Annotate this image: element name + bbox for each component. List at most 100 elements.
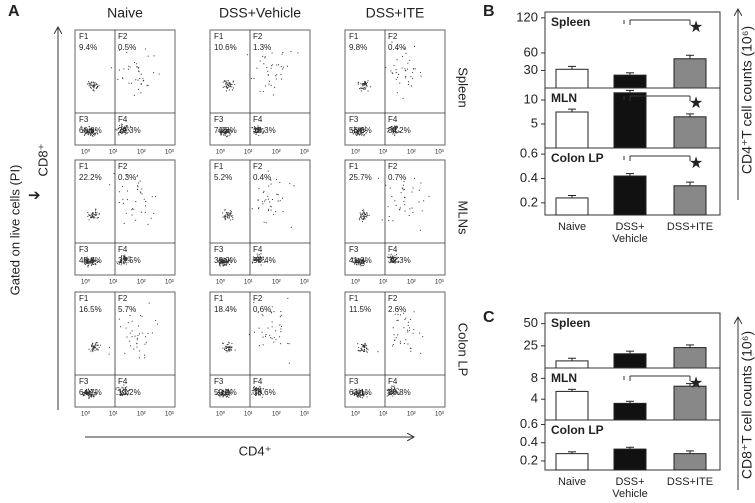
dot bbox=[388, 129, 390, 131]
dot bbox=[360, 394, 362, 396]
dot bbox=[363, 84, 365, 86]
dot bbox=[357, 83, 359, 85]
dot bbox=[229, 134, 231, 136]
dot bbox=[89, 391, 91, 393]
dot bbox=[386, 389, 388, 391]
dot bbox=[358, 262, 360, 264]
dot bbox=[217, 394, 219, 396]
dot bbox=[87, 391, 89, 393]
dot bbox=[86, 131, 88, 133]
dot bbox=[354, 260, 356, 262]
dot bbox=[287, 342, 289, 344]
dot bbox=[365, 83, 367, 85]
dot bbox=[355, 259, 357, 261]
dot bbox=[219, 261, 221, 263]
dot bbox=[138, 71, 140, 73]
quadrant-percent: 22.2% bbox=[79, 173, 102, 182]
quadrant-percent: 23.8% bbox=[388, 388, 411, 397]
dot bbox=[259, 257, 261, 259]
dot bbox=[358, 392, 360, 394]
dot bbox=[355, 261, 357, 263]
dot bbox=[226, 132, 228, 134]
dot bbox=[88, 389, 90, 391]
dot bbox=[360, 260, 362, 262]
axis-tick: 10¹ bbox=[379, 150, 388, 156]
flow-plot bbox=[74, 29, 176, 146]
dot bbox=[399, 343, 401, 345]
dot bbox=[153, 72, 155, 74]
dot bbox=[225, 394, 227, 396]
dot bbox=[251, 261, 253, 263]
dot bbox=[124, 393, 126, 395]
dot bbox=[362, 215, 364, 217]
dot bbox=[87, 392, 89, 394]
dot bbox=[364, 218, 366, 220]
dot bbox=[392, 131, 394, 133]
quadrant-percent: 32.5% bbox=[118, 256, 141, 265]
dot bbox=[91, 349, 93, 351]
dot bbox=[224, 219, 226, 221]
dot bbox=[361, 349, 363, 351]
dot bbox=[90, 133, 92, 135]
dot bbox=[224, 258, 226, 260]
dot bbox=[121, 260, 123, 262]
dot bbox=[119, 391, 121, 393]
dot bbox=[137, 70, 139, 72]
dot bbox=[137, 67, 139, 69]
y-tick-label: 0.2 bbox=[520, 452, 538, 467]
dot bbox=[362, 261, 364, 263]
dot bbox=[360, 129, 362, 131]
dot bbox=[255, 259, 257, 261]
dot bbox=[229, 129, 231, 131]
dot bbox=[389, 394, 391, 396]
dot bbox=[224, 258, 226, 260]
dot bbox=[227, 129, 229, 131]
dot bbox=[229, 82, 231, 84]
dot bbox=[359, 127, 361, 129]
x-tick-label: Naive bbox=[557, 221, 587, 233]
quadrant-name: F1 bbox=[349, 162, 359, 171]
dot bbox=[93, 259, 95, 261]
dot bbox=[127, 190, 129, 192]
dot bbox=[259, 390, 261, 392]
dot bbox=[273, 341, 275, 343]
dot bbox=[361, 390, 363, 392]
dot bbox=[90, 394, 92, 396]
dot bbox=[219, 392, 221, 394]
dot bbox=[94, 215, 96, 217]
dot bbox=[84, 128, 86, 130]
dot bbox=[93, 346, 95, 348]
quadrant-percent: 0.4% bbox=[388, 43, 406, 52]
dot bbox=[392, 386, 394, 388]
axis-tick: 10² bbox=[407, 280, 416, 286]
dot bbox=[280, 314, 282, 316]
dot bbox=[126, 132, 128, 134]
dot bbox=[392, 391, 394, 393]
dot bbox=[231, 389, 233, 391]
dot bbox=[394, 127, 396, 129]
quadrant-name: F3 bbox=[79, 377, 89, 386]
dot bbox=[217, 130, 219, 132]
dot bbox=[86, 393, 88, 395]
dot bbox=[95, 393, 97, 395]
quadrant-name: F4 bbox=[388, 245, 398, 254]
dot bbox=[131, 320, 133, 322]
dot bbox=[262, 132, 264, 134]
quadrant-name: F4 bbox=[118, 115, 128, 124]
dot bbox=[254, 131, 256, 133]
dot bbox=[124, 254, 126, 256]
dot bbox=[123, 258, 125, 260]
dot bbox=[224, 214, 226, 216]
dot bbox=[87, 388, 89, 390]
axis-tick: 10⁰ bbox=[216, 411, 226, 418]
dot bbox=[145, 336, 147, 338]
quadrant-name: F4 bbox=[253, 377, 263, 386]
dot bbox=[258, 345, 260, 347]
dot bbox=[356, 131, 358, 133]
dot bbox=[363, 217, 365, 219]
dot bbox=[226, 351, 228, 353]
dot bbox=[422, 336, 424, 338]
dot bbox=[257, 199, 259, 201]
dot bbox=[271, 312, 273, 314]
dot bbox=[230, 212, 232, 214]
